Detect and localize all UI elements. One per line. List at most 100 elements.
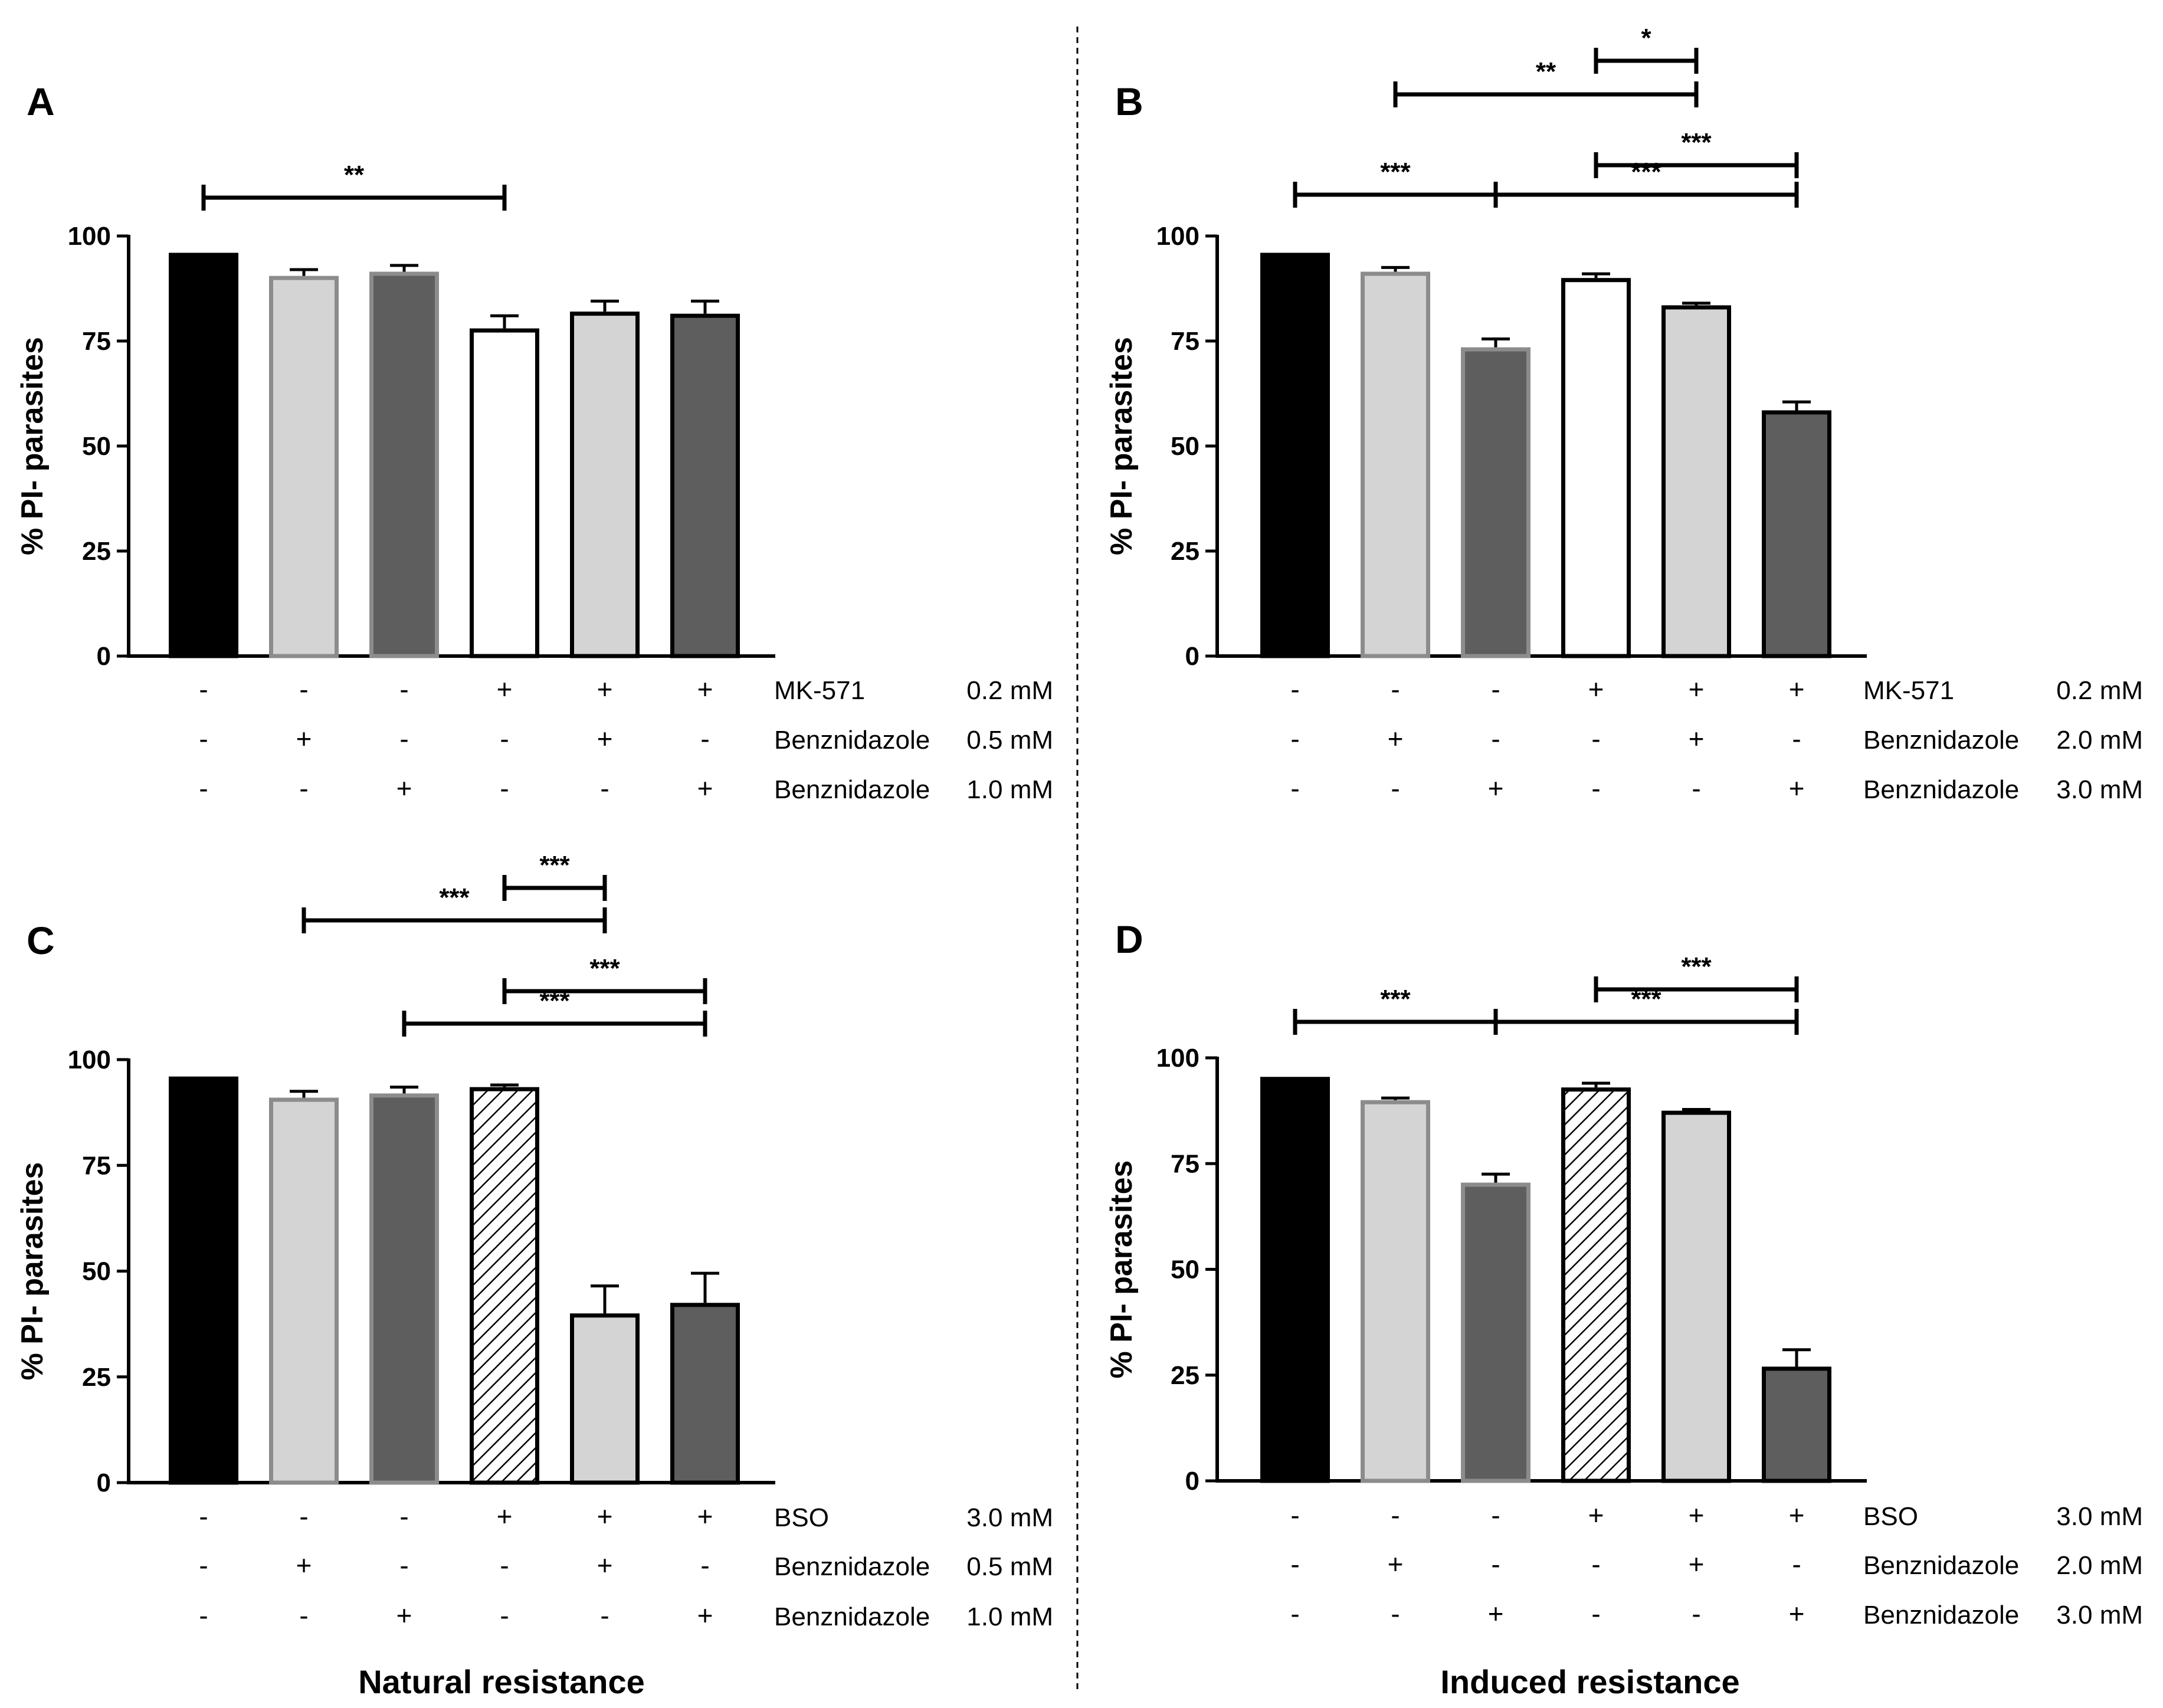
y-tick-label: 0 [1185, 1467, 1200, 1496]
condition-sign: + [296, 1550, 312, 1581]
bar [1561, 1087, 1631, 1483]
condition-sign: + [1488, 773, 1504, 804]
significance-label: *** [1681, 128, 1712, 157]
y-axis-title: % PI- parasites [15, 337, 50, 555]
bar [570, 1313, 640, 1485]
y-tick-label: 75 [1171, 327, 1200, 356]
y-axis-title: % PI- parasites [1105, 1160, 1139, 1379]
condition-sign: + [296, 723, 312, 754]
y-tick-label: 100 [68, 1045, 111, 1074]
condition-sign: + [1689, 1500, 1705, 1530]
bar [570, 312, 640, 658]
condition-sign: - [1391, 1598, 1400, 1629]
group-label-left: Natural resistance [358, 1663, 645, 1700]
condition-name: Benznidazole [1863, 775, 2019, 804]
condition-sign: - [700, 1550, 709, 1581]
y-tick-label: 25 [82, 537, 111, 566]
panel-c: C % PI- parasites 0 25 50 75 100 - - - + + + BSO 3.0 m… [15, 851, 1053, 1631]
condition-sign: + [597, 1501, 613, 1532]
y-tick-label: 50 [82, 432, 111, 461]
condition-concentration: 0.5 mM [966, 726, 1053, 755]
bar [1461, 1182, 1531, 1483]
condition-sign: - [1290, 1549, 1299, 1579]
panel-letter: B [1115, 80, 1143, 123]
condition-sign: - [199, 674, 208, 704]
condition-sign: + [1689, 674, 1705, 704]
condition-sign: + [597, 674, 613, 704]
significance-label: *** [1380, 158, 1411, 186]
condition-sign: - [500, 1600, 509, 1631]
condition-concentration: 0.2 mM [966, 676, 1053, 705]
bar [269, 1097, 339, 1485]
bar [1361, 271, 1430, 658]
condition-sign: - [1491, 1500, 1500, 1530]
bar [470, 1087, 539, 1485]
condition-sign: + [697, 674, 713, 704]
condition-concentration: 1.0 mM [966, 775, 1053, 804]
condition-concentration: 2.0 mM [2056, 726, 2143, 755]
bar [1661, 305, 1731, 658]
bar [369, 271, 439, 658]
condition-sign: + [1588, 674, 1604, 704]
condition-sign: + [597, 723, 613, 754]
group-label-right: Induced resistance [1440, 1663, 1739, 1700]
y-tick-label: 0 [97, 1468, 111, 1497]
condition-name: MK-571 [1863, 676, 1954, 705]
condition-sign: - [199, 1501, 208, 1532]
y-tick-label: 50 [1171, 1255, 1200, 1284]
y-axis-title: % PI- parasites [15, 1162, 50, 1381]
condition-sign: + [1689, 723, 1705, 754]
bar [1762, 410, 1831, 658]
condition-sign: + [1488, 1598, 1504, 1629]
condition-sign: + [1789, 1598, 1805, 1629]
condition-name: Benznidazole [774, 775, 930, 804]
condition-sign: - [1591, 1598, 1600, 1629]
condition-sign: - [1591, 1549, 1600, 1579]
condition-name: Benznidazole [1863, 1601, 2019, 1630]
y-tick-label: 25 [1171, 537, 1200, 566]
condition-sign: - [1792, 1549, 1801, 1579]
condition-sign: - [500, 773, 509, 804]
y-tick-label: 50 [82, 1257, 111, 1286]
significance-label: *** [1380, 985, 1411, 1014]
bar [1260, 1077, 1330, 1483]
panel-b: B % PI- parasites 0 25 50 75 100 - - - + + + MK-571 0.… [1105, 24, 2143, 804]
condition-name: Benznidazole [774, 1602, 930, 1631]
significance-label: *** [539, 851, 570, 880]
condition-sign: - [1290, 1500, 1299, 1530]
significance-label: ** [1536, 57, 1556, 86]
condition-sign: - [500, 1550, 509, 1581]
condition-sign: - [199, 1600, 208, 1631]
condition-sign: - [199, 773, 208, 804]
condition-sign: - [1792, 723, 1801, 754]
condition-sign: + [697, 1600, 713, 1631]
condition-sign: + [1789, 773, 1805, 804]
condition-concentration: 1.0 mM [966, 1602, 1053, 1631]
condition-sign: + [497, 1501, 513, 1532]
y-tick-label: 100 [68, 222, 111, 251]
condition-name: BSO [774, 1503, 829, 1532]
panel-d: D % PI- parasites 0 25 50 75 100 - - - + + + BSO 3.0 m… [1105, 917, 2143, 1630]
condition-name: BSO [1863, 1502, 1918, 1531]
condition-sign: + [1588, 1500, 1604, 1530]
condition-sign: + [1388, 723, 1404, 754]
condition-sign: + [697, 773, 713, 804]
bar [1661, 1110, 1731, 1483]
y-tick-label: 100 [1156, 1044, 1200, 1073]
y-tick-label: 100 [1156, 222, 1200, 251]
condition-concentration: 3.0 mM [2056, 1601, 2143, 1630]
condition-concentration: 3.0 mM [2056, 1502, 2143, 1531]
bar [470, 328, 539, 658]
condition-sign: - [1391, 1500, 1400, 1530]
bar [670, 1303, 740, 1485]
bar [269, 276, 339, 658]
condition-sign: - [1391, 773, 1400, 804]
condition-sign: - [299, 1600, 308, 1631]
condition-sign: + [497, 674, 513, 704]
condition-sign: - [1290, 773, 1299, 804]
condition-sign: - [500, 723, 509, 754]
bar [169, 253, 238, 658]
condition-sign: - [1491, 1549, 1500, 1579]
condition-sign: + [597, 1550, 613, 1581]
